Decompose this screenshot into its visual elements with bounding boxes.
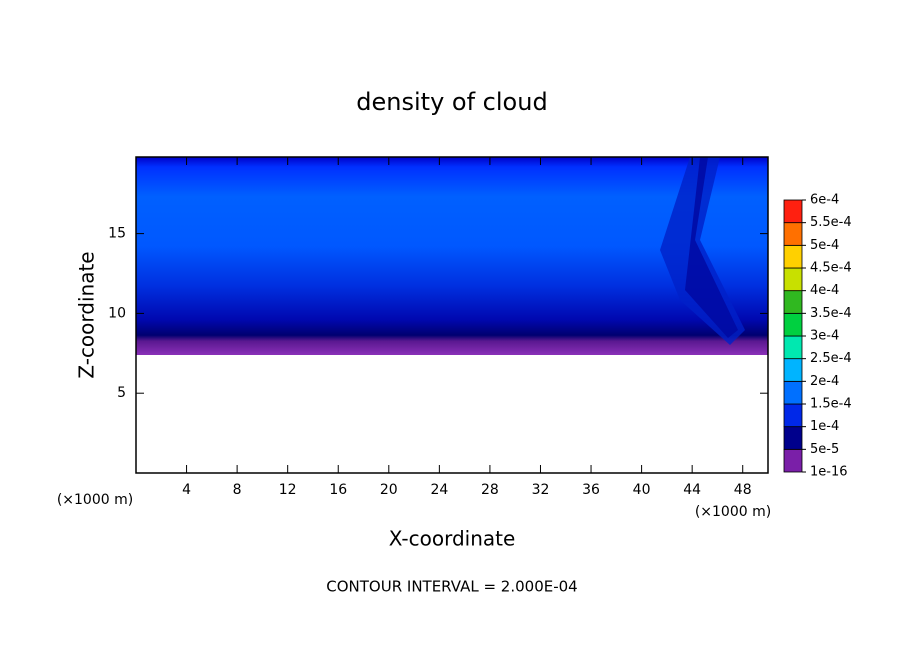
- x-tick-label: 12: [279, 482, 297, 498]
- y-tick-label: 15: [108, 226, 126, 242]
- colorbar-band: [783, 290, 803, 314]
- colorbar-tick-label: 1e-4: [810, 419, 839, 434]
- colorbar-band: [783, 222, 803, 246]
- y-tick-label: 10: [108, 305, 126, 321]
- x-tick-label: 44: [683, 482, 701, 498]
- x-tick-label: 24: [430, 482, 448, 498]
- colorbar-tick-label: 3.5e-4: [810, 306, 852, 321]
- colorbar-tick-label: 1e-16: [810, 465, 848, 480]
- colorbar-band: [783, 358, 803, 382]
- x-unit-label: (×1000 m): [695, 504, 771, 520]
- y-tick-label: 5: [117, 385, 126, 401]
- colorbar-band: [783, 380, 803, 405]
- x-tick-label: 8: [233, 482, 242, 498]
- colorbar-band: [783, 426, 803, 450]
- colorbar-band: [783, 403, 803, 428]
- colorbar-tick-label: 2e-4: [810, 374, 839, 389]
- x-tick-label: 16: [329, 482, 347, 498]
- colorbar-tick-label: 1.5e-4: [810, 397, 852, 412]
- colorbar-tick-label: 5e-5: [810, 442, 839, 457]
- colorbar-band: [783, 199, 803, 224]
- x-unit-label: (×1000 m): [57, 492, 133, 508]
- x-tick-label: 40: [633, 482, 651, 498]
- x-axis-label: X-coordinate: [389, 527, 516, 551]
- colorbar-tick-label: 5.5e-4: [810, 215, 852, 230]
- field-streak: [685, 157, 738, 338]
- colorbar-band: [783, 335, 803, 360]
- x-tick-label: 28: [481, 482, 499, 498]
- colorbar-tick-label: 4.5e-4: [810, 261, 852, 276]
- colorbar-tick-label: 3e-4: [810, 329, 839, 344]
- colorbar-band: [783, 448, 803, 473]
- colorbar-tick-label: 4e-4: [810, 283, 839, 298]
- field-streak: [660, 157, 745, 345]
- annotation: CONTOUR INTERVAL = 2.000E-04: [326, 578, 577, 596]
- colorbar-tick-label: 5e-4: [810, 238, 839, 253]
- x-tick-label: 4: [182, 482, 191, 498]
- colorbar-tick-label: 2.5e-4: [810, 351, 852, 366]
- colorbar-tick-label: 6e-4: [810, 193, 839, 208]
- x-tick-label: 32: [532, 482, 550, 498]
- colorbar-band: [783, 244, 803, 269]
- field: [136, 157, 768, 355]
- x-tick-label: 36: [582, 482, 600, 498]
- y-axis-label: Z-coordinate: [75, 251, 99, 378]
- x-tick-label: 20: [380, 482, 398, 498]
- chart-title: density of cloud: [356, 88, 547, 116]
- colorbar-band: [783, 312, 803, 337]
- x-tick-label: 48: [734, 482, 752, 498]
- plot-frame: [135, 156, 769, 474]
- colorbar-band: [783, 267, 803, 292]
